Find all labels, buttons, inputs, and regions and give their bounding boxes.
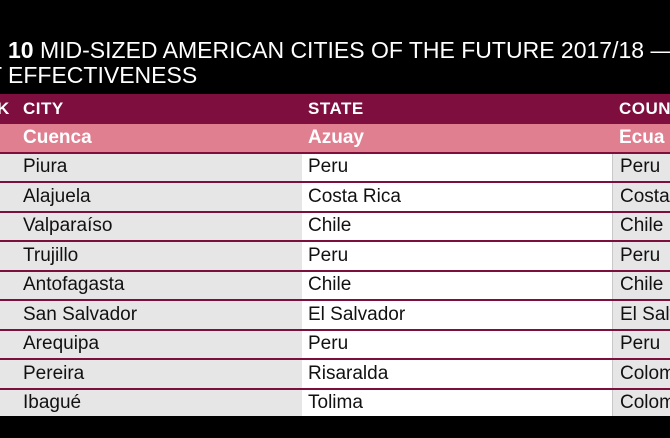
table-row: Antofagasta Chile Chile: [0, 271, 670, 301]
row-city: San Salvador: [14, 301, 302, 329]
row-rank-cell: [0, 153, 14, 181]
row-state: Azuay: [308, 126, 364, 148]
row-city: Piura: [14, 153, 302, 181]
row-rank-cell: [0, 360, 14, 388]
row-state: Risaralda: [308, 362, 389, 384]
row-country: Costa: [612, 183, 670, 211]
row-country: Chile: [612, 271, 670, 299]
row-rank-cell: [0, 330, 14, 358]
table-header-row: K CITY STATE COUN: [0, 94, 670, 124]
table-row: Arequipa Peru Peru: [0, 330, 670, 360]
row-state: Tolima: [308, 392, 363, 414]
row-country: Peru: [612, 242, 670, 270]
row-city: Cuenca: [23, 126, 92, 148]
row-state: Chile: [308, 274, 352, 296]
cities-table: K CITY STATE COUN Cuenca Azuay Ecua Piura Pe…: [0, 94, 670, 416]
row-country: Colom: [612, 360, 670, 388]
row-country: Peru: [612, 153, 670, 181]
title-line-1: 10 MID-SIZED AMERICAN CITIES OF THE FUTU…: [0, 38, 670, 63]
header-rank: K: [0, 99, 10, 118]
row-country: Colom: [612, 389, 670, 416]
row-country: Peru: [612, 330, 670, 358]
table-row-highlighted: Cuenca Azuay Ecua: [0, 124, 670, 154]
row-city: Valparaíso: [14, 212, 302, 240]
row-city: Arequipa: [14, 330, 302, 358]
row-country: Ecua: [619, 126, 665, 148]
row-rank-cell: [0, 124, 14, 152]
row-city: Ibagué: [14, 389, 302, 416]
row-rank-cell: [0, 389, 14, 416]
title-text: MID-SIZED AMERICAN CITIES OF THE FUTURE …: [39, 38, 670, 63]
title-line-2: T EFFECTIVENESS: [0, 62, 198, 88]
row-state: Peru: [308, 333, 349, 355]
row-rank-cell: [0, 301, 14, 329]
table-row: San Salvador El Salvador El Salv: [0, 301, 670, 331]
title-number: 10: [8, 38, 34, 63]
header-city: CITY: [23, 99, 64, 118]
table-title: 10 MID-SIZED AMERICAN CITIES OF THE FUTU…: [0, 38, 670, 88]
header-state: STATE: [308, 99, 364, 118]
row-city: Antofagasta: [14, 271, 302, 299]
table-row: Ibagué Tolima Colom: [0, 389, 670, 416]
row-rank-cell: [0, 212, 14, 240]
table-row: Piura Peru Peru: [0, 153, 670, 183]
row-city: Pereira: [14, 360, 302, 388]
table-row: Pereira Risaralda Colom: [0, 360, 670, 390]
row-city: Alajuela: [14, 183, 302, 211]
row-state: Peru: [308, 244, 349, 266]
row-state: El Salvador: [308, 303, 406, 325]
table-row: Alajuela Costa Rica Costa: [0, 183, 670, 213]
row-rank-cell: [0, 242, 14, 270]
header-country: COUN: [619, 99, 670, 118]
row-state: Peru: [308, 156, 349, 178]
row-rank-cell: [0, 183, 14, 211]
row-state: Costa Rica: [308, 185, 401, 207]
row-country: Chile: [612, 212, 670, 240]
bottom-band: [0, 416, 670, 438]
row-state: Chile: [308, 215, 352, 237]
row-country: El Salv: [612, 301, 670, 329]
row-city: Trujillo: [14, 242, 302, 270]
row-rank-cell: [0, 271, 14, 299]
table-row: Valparaíso Chile Chile: [0, 212, 670, 242]
table-row: Trujillo Peru Peru: [0, 242, 670, 272]
